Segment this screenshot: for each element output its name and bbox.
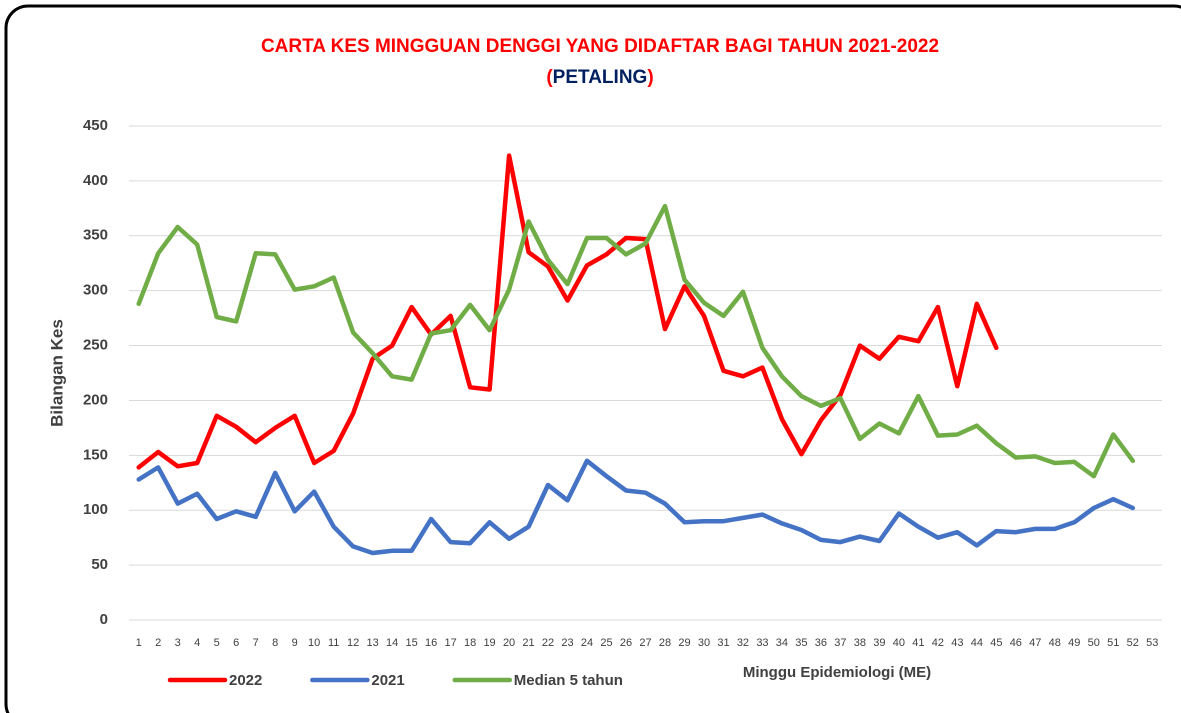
- x-tick-label: 46: [1010, 637, 1022, 649]
- x-tick-label: 39: [873, 637, 885, 649]
- x-tick-label: 32: [737, 637, 749, 649]
- x-tick-label: 9: [292, 637, 298, 649]
- y-tick-label: 0: [100, 611, 108, 628]
- x-tick-label: 10: [308, 637, 320, 649]
- x-tick-label: 8: [272, 637, 278, 649]
- x-tick-label: 44: [971, 637, 983, 649]
- x-tick-label: 2: [155, 637, 161, 649]
- x-tick-label: 40: [893, 637, 905, 649]
- x-tick-label: 49: [1068, 637, 1080, 649]
- y-tick-label: 450: [83, 117, 108, 134]
- series-line: [136, 458, 1136, 556]
- x-tick-label: 5: [214, 637, 220, 649]
- x-tick-label: 35: [795, 637, 807, 649]
- y-tick-label: 100: [83, 501, 108, 518]
- x-tick-label: 12: [347, 637, 359, 649]
- x-tick-label: 41: [912, 637, 924, 649]
- y-tick-label: 50: [91, 556, 108, 573]
- x-axis-label: Minggu Epidemiologi (ME): [743, 664, 931, 681]
- x-tick-label: 7: [253, 637, 259, 649]
- y-tick-label: 250: [83, 337, 108, 354]
- x-tick-label: 6: [233, 637, 239, 649]
- x-tick-label: 1: [136, 637, 142, 649]
- x-tick-label: 37: [834, 637, 846, 649]
- x-tick-label: 45: [990, 637, 1002, 649]
- x-tick-label: 13: [367, 637, 379, 649]
- x-tick-label: 21: [522, 637, 534, 649]
- x-tick-label: 20: [503, 637, 515, 649]
- chart-title: CARTA KES MINGGUAN DENGGI YANG DIDAFTAR …: [261, 36, 939, 57]
- x-tick-label: 16: [425, 637, 437, 649]
- y-tick-label: 350: [83, 227, 108, 244]
- x-tick-label: 34: [776, 637, 788, 649]
- frame: [4, 4, 1181, 713]
- x-tick-label: 23: [561, 637, 573, 649]
- x-tick-label: 52: [1127, 637, 1139, 649]
- x-tick-label: 29: [678, 637, 690, 649]
- y-tick-label: 300: [83, 282, 108, 299]
- x-tick-label: 11: [328, 637, 339, 649]
- series-line: [136, 153, 999, 470]
- x-tick-label: 28: [659, 637, 671, 649]
- x-tick-label: 30: [698, 637, 710, 649]
- x-tick-label: 14: [386, 637, 398, 649]
- x-tick-label: 25: [600, 637, 612, 649]
- x-tick-label: 47: [1029, 637, 1041, 649]
- y-axis-label: Bilangan Kes: [47, 319, 66, 427]
- x-tick-label: 26: [620, 637, 632, 649]
- x-tick-label: 24: [581, 637, 593, 649]
- legend-label: 2022: [229, 672, 262, 689]
- y-tick-label: 200: [83, 391, 108, 408]
- x-tick-label: 50: [1088, 637, 1100, 649]
- x-tick-label: 38: [854, 637, 866, 649]
- x-tick-label: 22: [542, 637, 554, 649]
- y-tick-label: 150: [83, 446, 108, 463]
- x-tick-label: 4: [194, 637, 200, 649]
- x-tick-label: 31: [717, 637, 729, 649]
- x-tick-label: 43: [951, 637, 963, 649]
- x-tick-label: 17: [444, 637, 456, 649]
- x-tick-label: 15: [405, 637, 417, 649]
- x-tick-label: 42: [932, 637, 944, 649]
- x-tick-label: 27: [639, 637, 651, 649]
- x-tick-label: 33: [756, 637, 768, 649]
- series-line: [136, 203, 1136, 479]
- legend-label: Median 5 tahun: [514, 672, 623, 689]
- x-tick-label: 36: [815, 637, 827, 649]
- x-tick-label: 3: [175, 637, 181, 649]
- x-tick-label: 53: [1146, 637, 1158, 649]
- x-tick-label: 51: [1107, 637, 1119, 649]
- chart-subtitle: (PETALING): [546, 67, 653, 88]
- legend-label: 2021: [371, 672, 404, 689]
- x-tick-label: 48: [1049, 637, 1061, 649]
- x-tick-label: 19: [483, 637, 495, 649]
- y-tick-label: 400: [83, 172, 108, 189]
- x-tick-label: 18: [464, 637, 476, 649]
